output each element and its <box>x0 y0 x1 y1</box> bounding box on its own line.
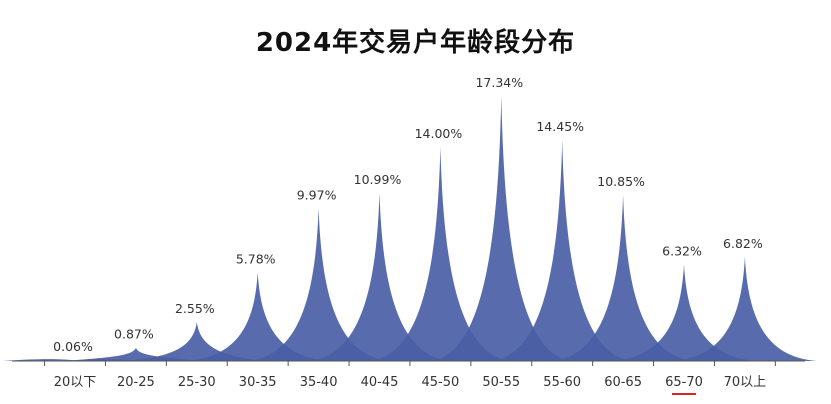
area-spike-35-40 <box>246 208 391 361</box>
area-spike-70以上 <box>672 256 817 361</box>
x-tick-label: 55-60 <box>543 375 581 390</box>
x-tick-label: 30-35 <box>239 375 277 390</box>
data-label: 5.78% <box>236 252 276 267</box>
data-label: 14.45% <box>536 119 584 134</box>
x-tick-label: 40-45 <box>361 375 399 390</box>
data-label: 14.00% <box>415 126 463 141</box>
x-tick-label: 20以下 <box>54 375 97 390</box>
data-label: 6.82% <box>723 236 763 251</box>
x-tick-label: 65-70 <box>665 375 703 390</box>
area-spike-25-30 <box>124 322 269 361</box>
area-spike-20-25 <box>63 347 208 361</box>
area-spike-60-65 <box>551 195 696 361</box>
area-spike-55-60 <box>490 140 635 361</box>
data-label: 0.87% <box>114 327 154 342</box>
data-label: 10.85% <box>597 174 645 189</box>
x-tick-label: 70以上 <box>724 375 767 390</box>
x-tick-label: 25-30 <box>178 375 216 390</box>
data-label: 10.99% <box>354 172 402 187</box>
data-label: 0.06% <box>53 339 93 354</box>
data-label: 9.97% <box>297 188 337 203</box>
area-spike-50-55 <box>429 96 574 361</box>
data-label: 6.32% <box>662 243 702 258</box>
x-tick-label: 45-50 <box>422 375 460 390</box>
area-spike-65-70 <box>612 264 756 361</box>
x-tick-label: 60-65 <box>604 375 642 390</box>
x-tick-label: 50-55 <box>482 375 520 390</box>
area-spike-40-45 <box>307 193 452 361</box>
data-label: 17.34% <box>475 75 523 90</box>
area-spike-45-50 <box>368 147 513 361</box>
x-tick-label: 20-25 <box>117 375 155 390</box>
data-label: 2.55% <box>175 301 215 316</box>
chart-title: 2024年交易户年龄段分布 <box>255 28 576 58</box>
area-spike-30-35 <box>185 272 330 361</box>
x-tick-label: 35-40 <box>300 375 338 390</box>
